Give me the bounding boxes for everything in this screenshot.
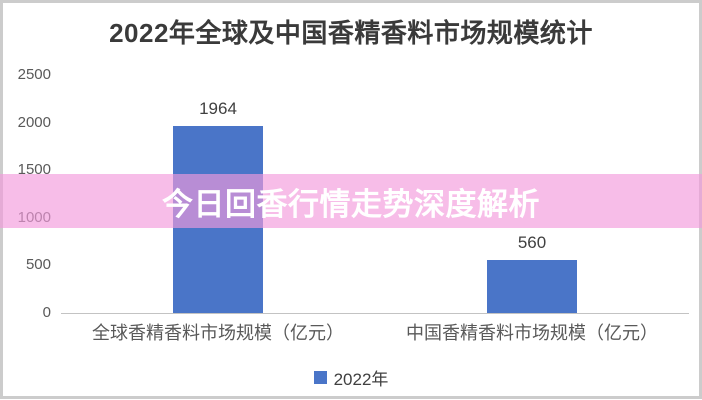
- promo-banner: 今日回香行情走势深度解析: [0, 174, 702, 228]
- x-category-label: 全球香精香料市场规模（亿元）: [92, 323, 344, 343]
- legend-color-swatch: [313, 371, 327, 384]
- x-axis-line: [61, 313, 689, 314]
- legend: 2022年: [3, 365, 699, 390]
- x-category-label: 中国香精香料市场规模（亿元）: [406, 323, 658, 343]
- promo-banner-text: 今日回香行情走势深度解析: [162, 186, 540, 222]
- bar: [487, 259, 577, 313]
- y-tick-label: 0: [42, 304, 51, 321]
- y-tick-label: 2500: [17, 66, 51, 83]
- chart-title: 2022年全球及中国香精香料市场规模统计: [109, 18, 593, 48]
- y-tick-label: 1500: [17, 161, 51, 179]
- bar-value-label: 1964: [199, 99, 237, 119]
- legend-label: 2022年: [333, 370, 389, 389]
- bar-value-label: 560: [517, 232, 547, 252]
- y-tick-label: 2000: [17, 113, 51, 131]
- y-tick-label: 500: [25, 256, 51, 274]
